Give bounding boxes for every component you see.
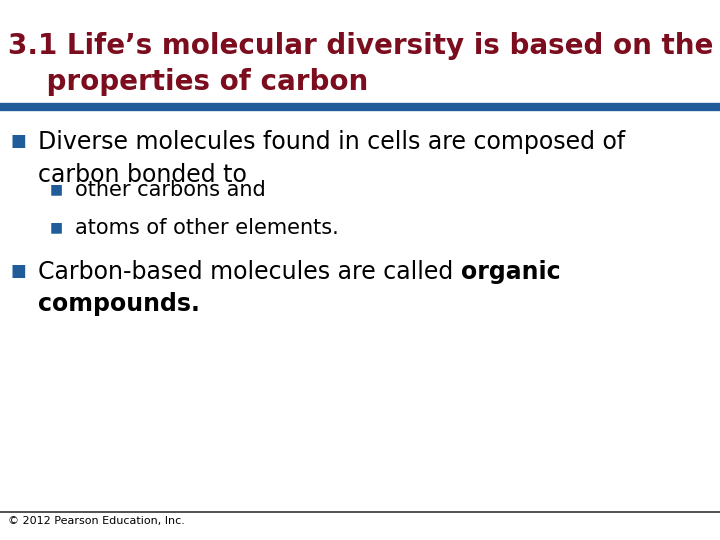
- Text: ■: ■: [50, 220, 63, 234]
- Text: ■: ■: [10, 262, 26, 280]
- Text: other carbons and: other carbons and: [75, 180, 266, 200]
- Text: 3.1 Life’s molecular diversity is based on the: 3.1 Life’s molecular diversity is based …: [8, 32, 714, 60]
- Text: properties of carbon: properties of carbon: [8, 68, 368, 96]
- Text: ■: ■: [10, 132, 26, 150]
- Text: © 2012 Pearson Education, Inc.: © 2012 Pearson Education, Inc.: [8, 516, 185, 526]
- Text: Diverse molecules found in cells are composed of
carbon bonded to: Diverse molecules found in cells are com…: [38, 130, 625, 187]
- Text: ■: ■: [50, 182, 63, 196]
- Text: compounds.: compounds.: [38, 292, 200, 316]
- Text: atoms of other elements.: atoms of other elements.: [75, 218, 338, 238]
- Text: organic: organic: [461, 260, 560, 284]
- Text: Carbon-based molecules are called: Carbon-based molecules are called: [38, 260, 461, 284]
